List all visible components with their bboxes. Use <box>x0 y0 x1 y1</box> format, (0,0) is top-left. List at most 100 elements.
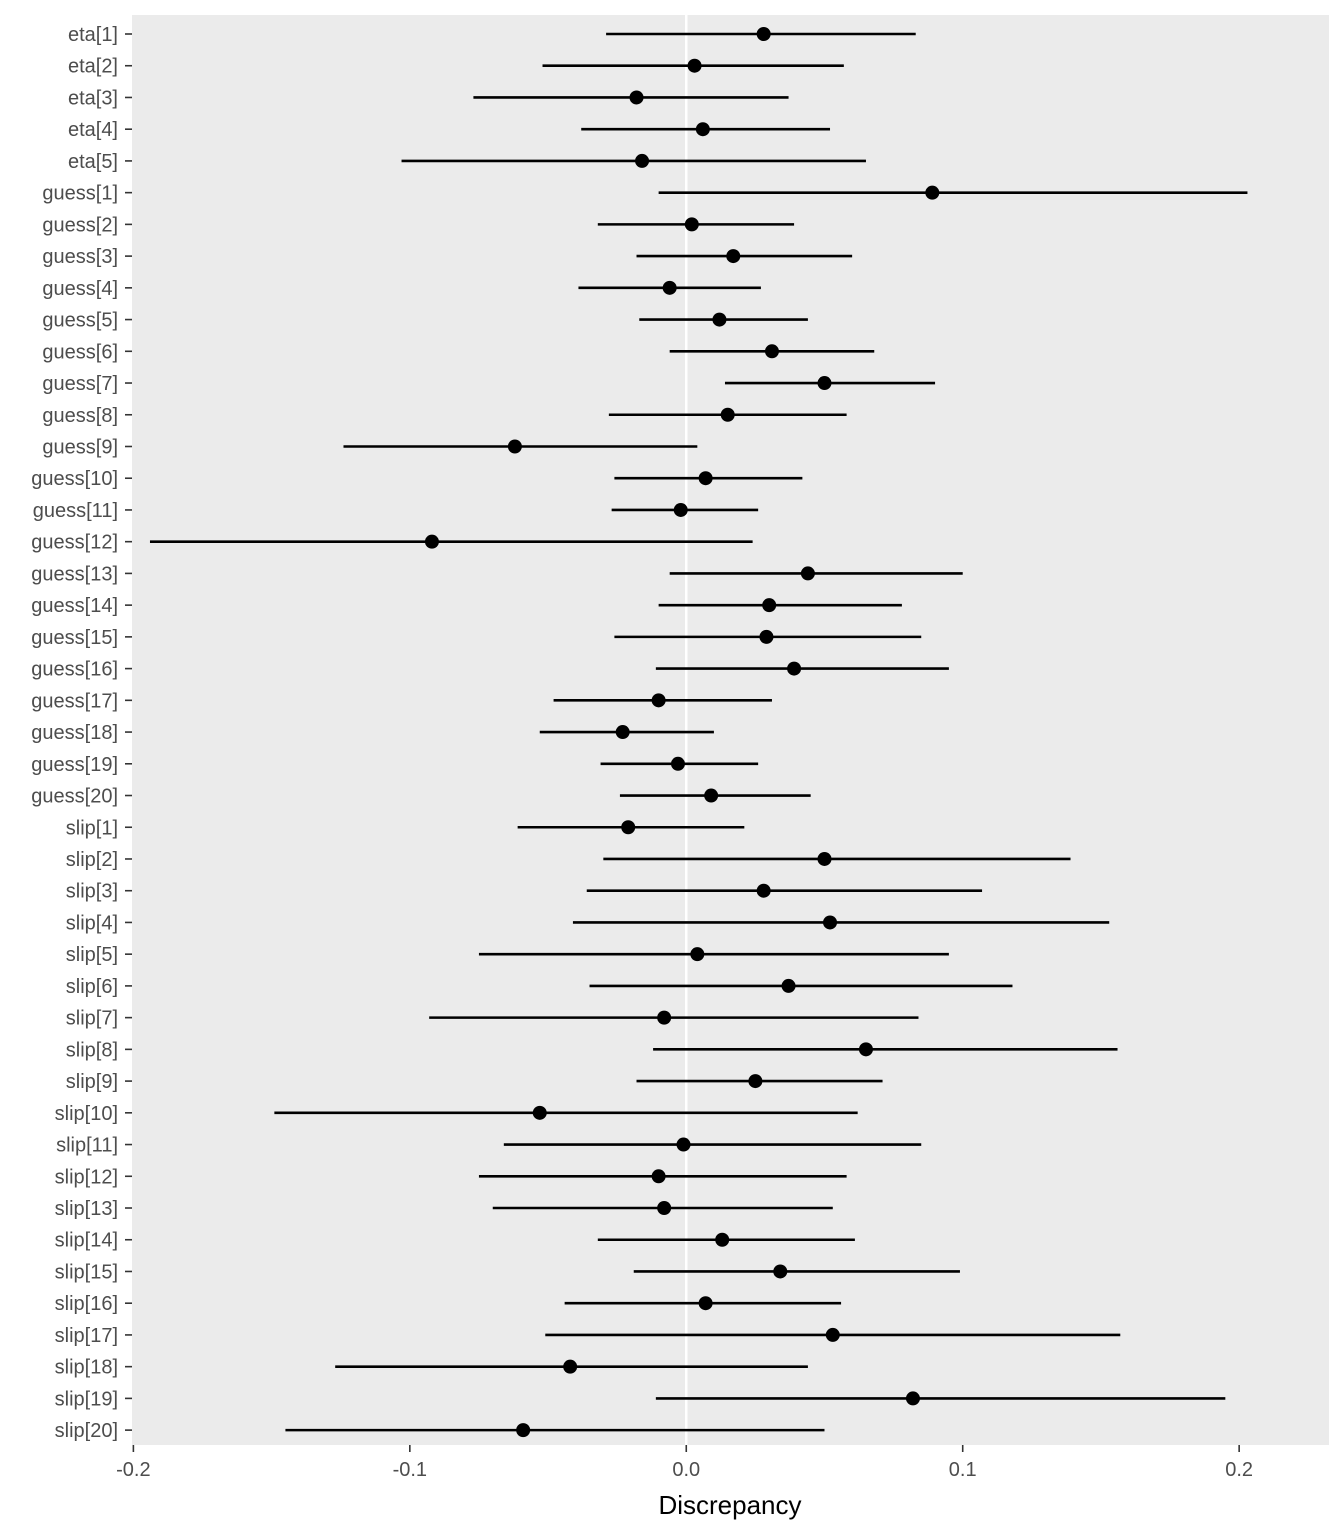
point-slip-13 <box>657 1201 672 1216</box>
y-tick-label-eta-3: eta[3] <box>68 87 118 109</box>
point-slip-2 <box>817 851 832 866</box>
y-tick-label-guess-12: guess[12] <box>31 532 118 554</box>
x-axis-title: Discrepancy <box>658 1490 801 1520</box>
y-tick-label-slip-9: slip[9] <box>66 1071 118 1093</box>
x-tick-label-4: 0.2 <box>1225 1459 1253 1481</box>
point-guess-6 <box>764 344 779 359</box>
x-tick-label-2: 0.0 <box>672 1459 700 1481</box>
point-slip-9 <box>748 1074 763 1089</box>
y-tick-label-guess-10: guess[10] <box>31 468 118 490</box>
y-tick-label-slip-10: slip[10] <box>55 1103 118 1125</box>
point-slip-5 <box>690 947 705 962</box>
point-slip-8 <box>858 1042 873 1057</box>
point-slip-20 <box>516 1423 531 1438</box>
y-tick-label-guess-8: guess[8] <box>42 405 118 427</box>
point-guess-4 <box>662 280 677 295</box>
y-tick-label-guess-14: guess[14] <box>31 595 118 617</box>
y-tick-label-guess-18: guess[18] <box>31 722 118 744</box>
y-tick-label-slip-19: slip[19] <box>55 1388 118 1410</box>
point-guess-17 <box>651 693 666 708</box>
point-slip-7 <box>657 1010 672 1025</box>
point-guess-3 <box>726 249 741 264</box>
point-slip-11 <box>676 1137 691 1152</box>
point-guess-7 <box>817 376 832 391</box>
y-tick-label-slip-17: slip[17] <box>55 1325 118 1347</box>
y-tick-label-guess-5: guess[5] <box>42 310 118 332</box>
y-tick-label-slip-13: slip[13] <box>55 1198 118 1220</box>
y-tick-label-slip-14: slip[14] <box>55 1230 118 1252</box>
point-slip-1 <box>621 820 636 835</box>
point-guess-16 <box>787 661 802 676</box>
y-tick-label-guess-3: guess[3] <box>42 246 118 268</box>
y-tick-label-slip-6: slip[6] <box>66 976 118 998</box>
point-guess-13 <box>800 566 815 581</box>
y-tick-label-guess-11: guess[11] <box>33 500 118 522</box>
point-eta-4 <box>695 122 710 137</box>
y-tick-label-slip-11: slip[11] <box>56 1135 118 1157</box>
y-tick-label-slip-20: slip[20] <box>55 1420 118 1442</box>
point-guess-14 <box>762 598 777 613</box>
y-tick-label-guess-9: guess[9] <box>42 436 118 458</box>
y-tick-label-slip-16: slip[16] <box>55 1293 118 1315</box>
point-guess-5 <box>712 312 727 327</box>
point-slip-15 <box>773 1264 788 1279</box>
point-guess-15 <box>759 629 774 644</box>
y-tick-label-slip-15: slip[15] <box>55 1261 118 1283</box>
point-slip-16 <box>698 1296 713 1311</box>
point-slip-14 <box>715 1232 730 1247</box>
y-tick-label-guess-6: guess[6] <box>42 341 118 363</box>
point-slip-6 <box>781 978 796 993</box>
point-slip-4 <box>823 915 838 930</box>
y-tick-label-guess-20: guess[20] <box>31 786 118 808</box>
point-slip-17 <box>825 1327 840 1342</box>
y-tick-label-slip-7: slip[7] <box>66 1008 118 1030</box>
point-slip-10 <box>532 1105 547 1120</box>
point-eta-1 <box>756 27 771 41</box>
point-slip-19 <box>905 1391 920 1406</box>
y-tick-label-guess-15: guess[15] <box>31 627 118 649</box>
y-tick-label-eta-2: eta[2] <box>68 56 118 78</box>
y-tick-label-guess-1: guess[1] <box>42 183 118 205</box>
y-tick-label-guess-4: guess[4] <box>42 278 118 300</box>
y-tick-label-guess-2: guess[2] <box>42 214 118 236</box>
point-guess-18 <box>615 725 630 740</box>
point-eta-5 <box>635 153 650 168</box>
y-tick-label-slip-12: slip[12] <box>55 1166 118 1188</box>
point-slip-3 <box>756 883 771 898</box>
point-guess-2 <box>684 217 699 232</box>
x-tick-label-1: -0.1 <box>393 1459 427 1481</box>
y-tick-label-guess-16: guess[16] <box>31 659 118 681</box>
y-tick-label-slip-18: slip[18] <box>55 1357 118 1379</box>
y-tick-label-slip-2: slip[2] <box>66 849 118 871</box>
y-tick-label-eta-1: eta[1] <box>68 24 118 46</box>
point-guess-8 <box>720 407 735 422</box>
point-guess-9 <box>507 439 522 454</box>
x-tick-label-3: 0.1 <box>949 1459 977 1481</box>
y-tick-label-guess-19: guess[19] <box>31 754 118 776</box>
point-eta-2 <box>687 58 702 73</box>
y-tick-label-slip-4: slip[4] <box>66 912 118 934</box>
point-guess-11 <box>673 502 688 517</box>
point-guess-19 <box>670 756 685 771</box>
point-slip-12 <box>651 1169 666 1184</box>
y-tick-label-slip-5: slip[5] <box>66 944 118 966</box>
x-axis: -0.2 -0.1 0.0 0.1 0.2 <box>116 1445 1253 1481</box>
y-axis: eta[1] eta[2] eta[3] eta[4] eta[5] guess[1] gu… <box>31 24 132 1442</box>
y-tick-label-guess-17: guess[17] <box>31 690 118 712</box>
y-tick-label-guess-7: guess[7] <box>42 373 118 395</box>
point-guess-10 <box>698 471 713 486</box>
point-guess-12 <box>424 534 439 549</box>
y-tick-label-slip-1: slip[1] <box>66 817 118 839</box>
plot-panel <box>132 15 1329 1445</box>
y-tick-label-guess-13: guess[13] <box>31 563 118 585</box>
point-guess-1 <box>925 185 940 200</box>
y-tick-label-slip-8: slip[8] <box>66 1039 118 1061</box>
y-tick-label-eta-5: eta[5] <box>68 151 118 173</box>
y-tick-label-eta-4: eta[4] <box>68 119 118 141</box>
point-guess-20 <box>704 788 719 803</box>
point-slip-18 <box>563 1359 578 1374</box>
y-tick-label-slip-3: slip[3] <box>66 881 118 903</box>
x-tick-label-0: -0.2 <box>116 1459 150 1481</box>
interval-marks <box>149 27 1248 1438</box>
